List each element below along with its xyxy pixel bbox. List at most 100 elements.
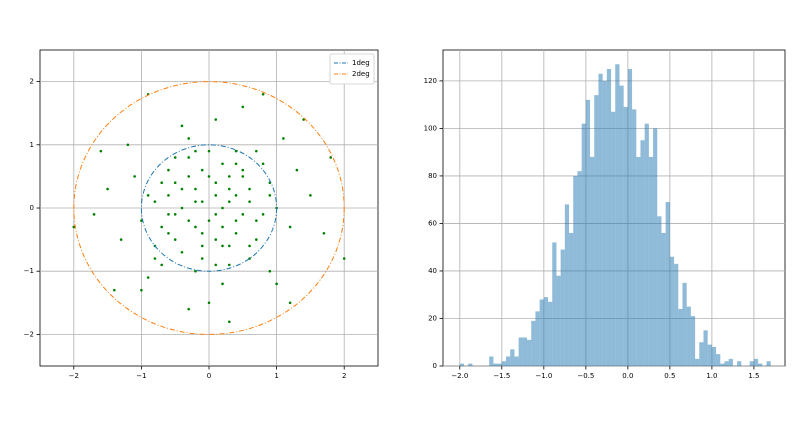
bar (577, 171, 582, 366)
bar (581, 123, 586, 366)
x-tick-label: −2 (69, 372, 79, 380)
point (167, 213, 170, 216)
point (160, 225, 163, 229)
point (255, 219, 258, 222)
point (119, 238, 123, 241)
legend-label: 2deg (352, 70, 370, 78)
circle-line (73, 81, 345, 335)
point (173, 156, 177, 159)
legend-label: 1deg (352, 59, 370, 67)
bar (569, 232, 574, 366)
point (180, 250, 184, 254)
bar (518, 337, 523, 366)
circle-line (140, 144, 278, 272)
point (248, 187, 251, 191)
bar (665, 202, 670, 366)
point (207, 149, 211, 153)
bar (514, 356, 519, 366)
point (255, 238, 258, 241)
point (227, 175, 231, 178)
point (160, 263, 163, 267)
bar (737, 361, 742, 366)
legend-box (329, 53, 375, 85)
point (153, 257, 157, 260)
point (133, 175, 136, 178)
x-tick-label: −1.5 (493, 372, 510, 380)
point (234, 162, 238, 166)
bar (627, 69, 633, 367)
bar (535, 311, 540, 366)
point (167, 168, 170, 172)
x-tick-label: −2.0 (451, 372, 468, 380)
point (72, 225, 76, 229)
x-tick-label: −0.5 (577, 372, 594, 380)
point (180, 124, 184, 128)
bar (644, 123, 649, 366)
point (234, 149, 238, 153)
bar (623, 107, 628, 366)
x-tick-label: −1.0 (535, 372, 552, 380)
point (187, 219, 191, 222)
point (268, 269, 272, 273)
bar (539, 299, 544, 366)
point (167, 231, 170, 235)
y-tick-label: 40 (428, 267, 437, 275)
bar (657, 216, 662, 366)
bar (497, 363, 502, 366)
bar (648, 156, 654, 366)
bar (753, 358, 759, 366)
point (234, 194, 238, 197)
bar (522, 337, 528, 366)
point (200, 200, 204, 203)
point (153, 200, 157, 203)
y-tick-label: 0 (433, 362, 437, 370)
bar (632, 109, 637, 366)
point (261, 162, 265, 166)
point (167, 194, 170, 197)
bar (543, 297, 549, 366)
point (126, 143, 130, 147)
bar (548, 301, 553, 366)
point (221, 244, 224, 248)
bar (552, 242, 557, 366)
point (214, 238, 218, 241)
x-tick-label: 1.5 (748, 372, 759, 380)
bar (615, 64, 620, 366)
bar (695, 358, 700, 366)
bar (707, 344, 712, 366)
point (214, 263, 218, 267)
point (261, 213, 265, 216)
bar (602, 80, 607, 367)
bar (703, 330, 708, 366)
bar (489, 356, 494, 366)
x-tick-label: −1 (136, 372, 146, 380)
y-tick-label: 20 (428, 314, 437, 322)
bar (501, 361, 507, 366)
point (261, 92, 265, 96)
bar (585, 99, 591, 366)
point (113, 288, 116, 292)
point (140, 219, 143, 222)
bar (653, 128, 658, 366)
bar (728, 358, 733, 366)
bar (669, 256, 675, 366)
bar (686, 306, 691, 366)
point (187, 137, 191, 140)
bar (459, 363, 465, 366)
bar (590, 156, 595, 366)
point (227, 187, 231, 191)
y-tick-label: 80 (428, 172, 437, 180)
point (309, 194, 312, 197)
bar (619, 85, 624, 366)
bar (573, 175, 578, 366)
point (207, 301, 211, 305)
point (140, 288, 143, 292)
point (329, 156, 332, 159)
point (173, 238, 177, 241)
point (227, 200, 231, 203)
point (194, 269, 197, 273)
point (241, 175, 245, 178)
y-tick-label: 60 (428, 219, 437, 227)
